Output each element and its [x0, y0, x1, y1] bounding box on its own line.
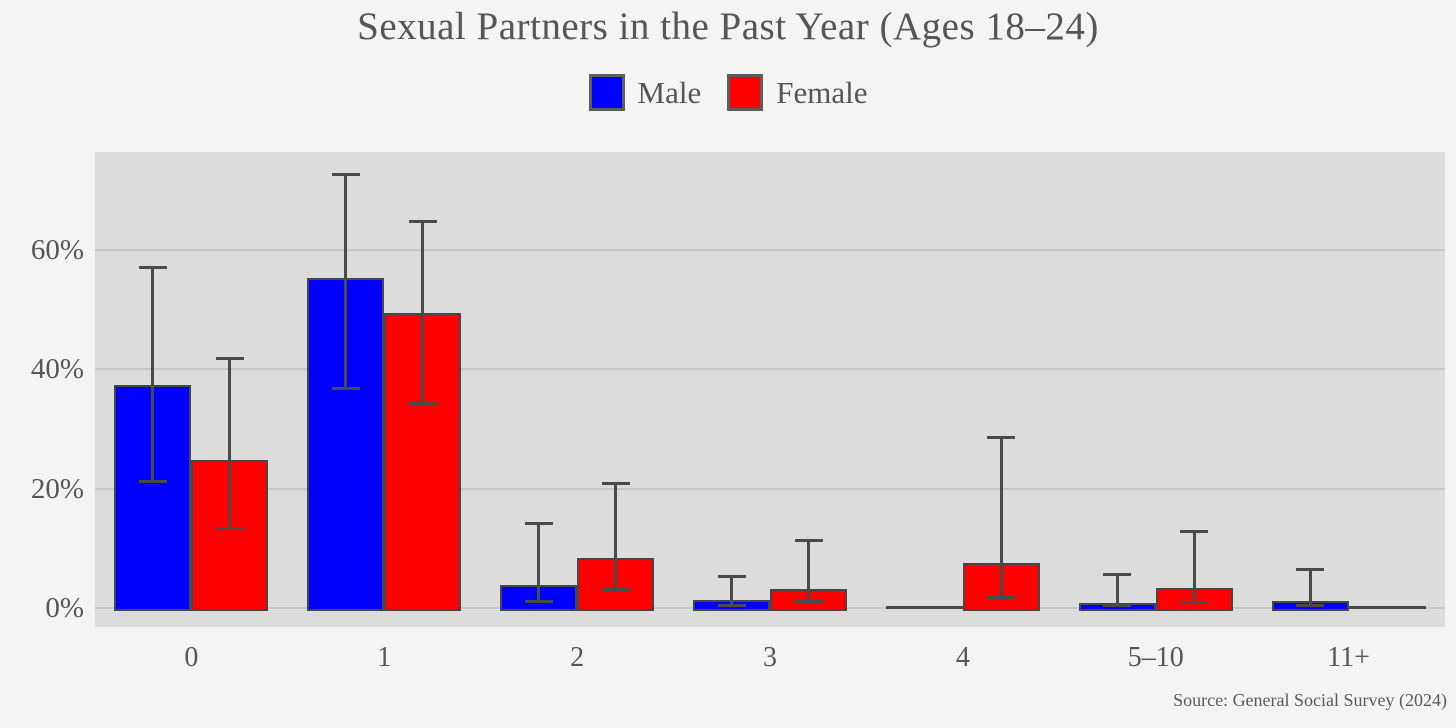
error-bar-male-0	[151, 267, 155, 482]
error-cap-top-male-0	[138, 266, 167, 270]
error-cap-bottom-male-3	[717, 603, 746, 607]
error-cap-top-male-3	[717, 574, 746, 578]
error-bar-male-1	[344, 174, 348, 390]
y-tick-label-40%: 40%	[30, 353, 84, 385]
error-cap-top-male-2	[524, 522, 553, 526]
chart-title: Sexual Partners in the Past Year (Ages 1…	[357, 5, 1099, 48]
error-cap-bottom-male-2	[524, 600, 553, 604]
gridline-60%	[95, 248, 1445, 251]
error-cap-top-female-0	[215, 357, 244, 361]
bar-female-11+	[1348, 606, 1426, 609]
error-cap-bottom-male-0	[138, 479, 167, 483]
legend-item-female: Female	[727, 74, 867, 111]
error-cap-bottom-female-1	[408, 402, 437, 406]
plot-area	[95, 152, 1445, 627]
x-tick-label-4: 4	[955, 642, 970, 673]
error-bar-male-3	[730, 575, 733, 606]
legend-item-male: Male	[588, 74, 702, 111]
error-cap-top-female-2	[601, 482, 630, 486]
y-tick-label-0%: 0%	[45, 592, 84, 624]
y-tick-label-20%: 20%	[30, 472, 84, 505]
legend-label-male: Male	[637, 74, 702, 110]
error-bar-female-1	[421, 220, 425, 405]
gridline-20%	[95, 487, 1445, 490]
x-tick-label-11+: 11+	[1327, 642, 1370, 673]
gridline-40%	[95, 368, 1445, 370]
x-tick-label-0: 0	[184, 642, 199, 673]
male-color-swatch	[588, 74, 625, 111]
x-tick-label-2: 2	[570, 642, 585, 673]
legend: Male Female	[0, 74, 1456, 111]
legend-label-female: Female	[776, 74, 868, 110]
y-tick-label-60%: 60%	[30, 233, 84, 266]
error-cap-bottom-male-1	[331, 387, 360, 391]
error-cap-top-male-1	[331, 173, 360, 177]
error-bar-male-5–10	[1115, 573, 1119, 607]
error-bar-female-2	[614, 483, 618, 591]
error-cap-top-male-11+	[1296, 568, 1325, 572]
error-bar-female-3	[807, 539, 810, 602]
error-cap-bottom-female-2	[601, 588, 630, 592]
error-bar-male-11+	[1308, 569, 1312, 607]
error-cap-top-female-1	[408, 219, 437, 223]
error-cap-bottom-female-5–10	[1180, 601, 1209, 605]
error-cap-bottom-male-5–10	[1103, 604, 1132, 608]
error-cap-bottom-female-3	[794, 600, 823, 604]
female-color-swatch	[727, 74, 764, 111]
source-note: Source: General Social Survey (2024)	[1173, 690, 1447, 710]
x-tick-label-5–10: 5–10	[1127, 642, 1184, 673]
error-cap-top-male-5–10	[1103, 572, 1132, 576]
error-bar-female-5–10	[1192, 530, 1196, 604]
x-tick-label-3: 3	[763, 642, 777, 673]
error-cap-bottom-male-11+	[1296, 604, 1325, 608]
error-bar-female-4	[999, 437, 1003, 598]
error-cap-top-female-4	[987, 436, 1016, 440]
error-cap-top-female-5–10	[1180, 529, 1209, 533]
error-cap-top-female-3	[794, 538, 823, 542]
error-bar-male-2	[537, 523, 541, 602]
bar-male-4	[885, 606, 963, 609]
x-tick-label-1: 1	[377, 642, 392, 673]
error-cap-bottom-female-0	[215, 527, 244, 531]
bar-female-1	[384, 312, 462, 611]
error-cap-bottom-female-4	[987, 595, 1016, 599]
error-bar-female-0	[228, 358, 232, 530]
